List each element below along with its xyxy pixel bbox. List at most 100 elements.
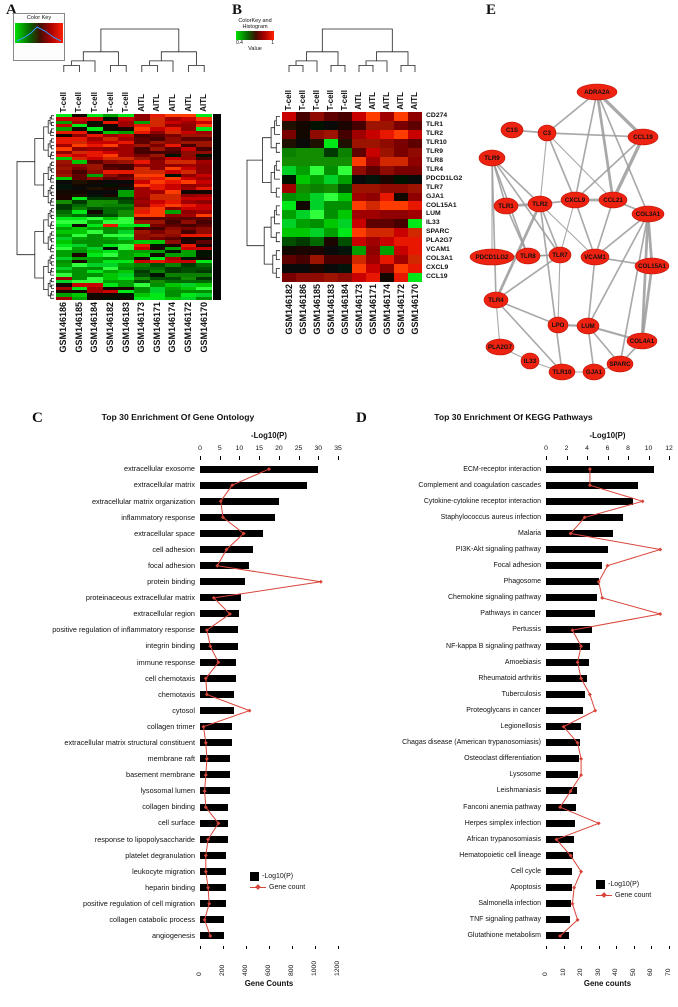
bottom-axis-tick: 60 <box>647 968 655 976</box>
heatmap-cell <box>196 133 212 138</box>
category-label: ECM-receptor interaction <box>463 465 541 473</box>
chart-d-top-axis-label: -Log10(P) <box>589 431 626 440</box>
heatmap-cell <box>180 180 197 184</box>
network-node-label: TLR1 <box>498 203 514 210</box>
tick-mark <box>200 946 201 949</box>
heatmap-cell <box>87 133 103 138</box>
gene-labels-b: CD274 TLR1 TLR2 TLR10 TLR9 TLR8 TLR4 PDCD1LG2 TL… <box>424 112 480 282</box>
network-graph: ADRA2A C1S C3 CCL19 TLR9 TLR1 TLR2 CXCL9 CCL21 CO… <box>469 83 670 381</box>
heatmap-cell <box>366 255 380 265</box>
tick-mark <box>563 946 565 949</box>
tick-mark <box>616 946 618 949</box>
category-label: Glutathione metabolism <box>467 932 541 940</box>
heatmap-cell <box>310 112 324 121</box>
column-group-labels-a: T-cell T-cell T-cell T-cell T-cell AITL AITL AI… <box>56 72 212 112</box>
heatmap-cell <box>102 253 119 257</box>
heatmap-cell <box>118 114 134 118</box>
heatmap-cell <box>180 177 197 181</box>
bar <box>546 594 598 602</box>
sample-label: GSM146174 <box>167 302 178 353</box>
network-node-shape <box>560 191 590 209</box>
heatmap-cell <box>102 250 119 254</box>
heatmap-cell <box>196 187 212 191</box>
heatmap-cell <box>118 157 134 161</box>
heatmap-cell <box>180 226 197 231</box>
category-label: membrane raft <box>147 754 195 764</box>
sample-label: GSM146170 <box>409 284 420 335</box>
heatmap-cell <box>165 183 181 188</box>
heatmap-cell <box>87 230 103 234</box>
column-group-label-cell: T-cell <box>310 72 324 110</box>
heatmap-cell <box>380 138 394 148</box>
heatmap-cell <box>102 226 119 231</box>
color-key-b-title: ColorKey and Histogram <box>238 18 272 31</box>
heatmap-cell <box>71 293 88 297</box>
category-label: Lysosome <box>509 771 541 779</box>
category-label: Chemokine signaling pathway <box>448 594 541 602</box>
heatmap-cell <box>102 263 119 267</box>
heatmap-cell <box>102 163 119 168</box>
heatmap-cell <box>118 286 134 291</box>
heatmap-cell <box>352 112 366 121</box>
sample-label: GSM146172 <box>183 302 194 353</box>
heatmap-cell <box>134 140 150 144</box>
heatmap-cell <box>310 228 324 238</box>
category-label: TNF signaling pathway <box>469 916 541 924</box>
heatmap-cell <box>149 273 166 277</box>
heatmap-cell <box>102 200 119 204</box>
heatmap-cell <box>324 273 338 282</box>
category-label: lysosomal lumen <box>140 786 195 796</box>
heatmap-cell <box>296 174 310 184</box>
heatmap-cell <box>196 150 212 154</box>
gene-label: COL15A1 <box>426 201 457 209</box>
heatmap-cell <box>196 246 212 251</box>
heatmap-cell <box>134 263 150 267</box>
sample-label: GSM146183 <box>325 284 336 335</box>
network-edge <box>491 157 561 256</box>
tick-mark <box>246 946 247 949</box>
heatmap-cell <box>71 273 88 277</box>
heatmap-cell <box>102 173 119 178</box>
column-group-label: T-cell <box>74 91 84 112</box>
network-node: LPO <box>547 316 569 334</box>
heatmap-cell <box>118 193 134 198</box>
heatmap-cell <box>180 120 197 124</box>
heatmap-cell <box>408 129 422 139</box>
heatmap-cell <box>165 213 181 217</box>
heatmap-cell <box>134 250 150 254</box>
bottom-axis-tick: 1000 <box>311 960 318 976</box>
heatmap-cell <box>180 143 197 148</box>
chart-d-top-axis: 0 2 4 6 8 10 12 <box>346 445 676 461</box>
dendrogram-path <box>63 28 205 72</box>
heatmap-cell <box>408 165 422 175</box>
heatmap-cell <box>196 280 212 284</box>
network-node-shape <box>626 332 658 350</box>
heatmap-cell <box>310 219 324 229</box>
network-node-shape <box>576 83 618 101</box>
heatmap-cell <box>310 174 324 184</box>
network-node-label: C1S <box>506 127 518 134</box>
heatmap-cell <box>71 183 88 188</box>
heatmap-cell <box>102 133 119 138</box>
heatmap-cell <box>165 216 181 221</box>
heatmap-cell <box>282 246 296 256</box>
heatmap-cell <box>338 147 352 157</box>
network-node-label: IL33 <box>524 358 537 365</box>
heatmap-cell <box>366 183 380 193</box>
category-label: NF-kappa B signaling pathway <box>446 642 541 650</box>
heatmap-cell <box>352 129 366 139</box>
network-edge <box>491 157 541 205</box>
heatmap-cell <box>282 129 296 139</box>
color-key-b-tick-low: 0.4 <box>236 40 243 47</box>
bar <box>200 835 228 843</box>
category-label: leukocyte migration <box>132 866 195 876</box>
heatmap-cell <box>118 260 134 264</box>
category-label: Osteoclast differentiation <box>464 755 541 763</box>
heatmap-cell <box>71 147 88 151</box>
bar <box>546 932 569 940</box>
heatmap-cell <box>324 201 338 211</box>
heatmap-cell <box>149 243 166 247</box>
chart-d-legend: -Log10(P) Gene count <box>596 880 651 899</box>
sample-labels-a: GSM146186 GSM146185 GSM146184 GSM146182 GSM1… <box>56 302 212 399</box>
heatmap-cell <box>56 197 72 201</box>
